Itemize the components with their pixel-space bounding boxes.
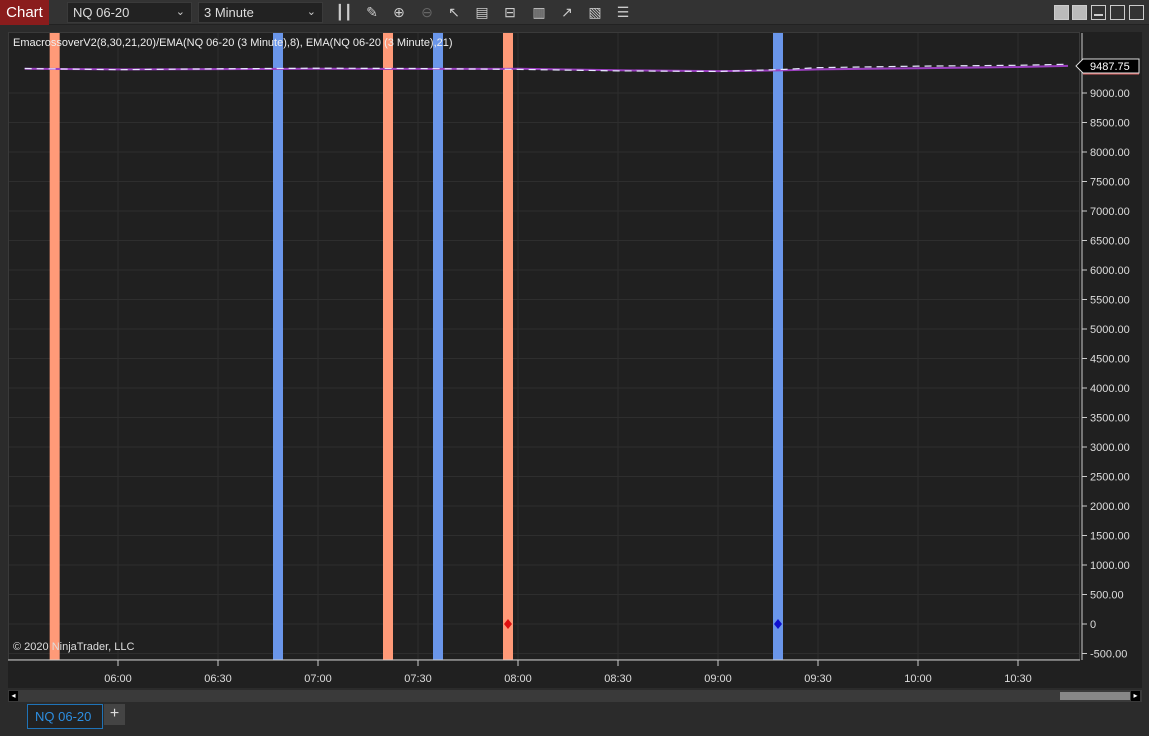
add-tab-button[interactable]: + [104, 704, 125, 725]
price-tick-label: 5000.00 [1090, 324, 1130, 336]
tile-icon[interactable] [1054, 5, 1069, 20]
signal-bar [49, 33, 60, 660]
interval-value: 3 Minute [204, 5, 254, 20]
minimize-icon[interactable] [1091, 5, 1106, 20]
time-tick-label: 06:00 [104, 673, 132, 685]
price-tick-label: 9000.00 [1090, 88, 1130, 100]
price-tick-label: 3000.00 [1090, 442, 1130, 454]
tab-nq-06-20[interactable]: NQ 06-20 [27, 704, 103, 729]
tile-icon[interactable] [1072, 5, 1087, 20]
time-axis[interactable] [8, 660, 1142, 688]
signal-bar [773, 33, 783, 660]
zoom-out-icon[interactable]: ⊖ [421, 4, 433, 20]
time-tick-label: 10:00 [904, 673, 932, 685]
signal-bar [273, 33, 283, 660]
chevron-down-icon: ⌄ [306, 6, 316, 18]
maximize-icon[interactable] [1110, 5, 1125, 20]
bar-type-icon[interactable]: ┃┃ [335, 4, 353, 20]
price-tick-label: 1000.00 [1090, 560, 1130, 572]
price-tick-label: 8000.00 [1090, 147, 1130, 159]
data-box-icon[interactable]: ▤ [475, 4, 489, 20]
pointer-icon[interactable]: ↖ [448, 4, 460, 20]
instrument-value: NQ 06-20 [73, 5, 130, 20]
signal-bar [503, 33, 513, 660]
pencil-draw-icon[interactable]: ✎ [366, 4, 378, 20]
price-tick-label: 500.00 [1090, 590, 1124, 602]
price-tick-label: 1500.00 [1090, 531, 1130, 543]
chart-menu-button[interactable]: Chart [0, 0, 49, 25]
time-tick-label: 09:30 [804, 673, 832, 685]
zoom-in-icon[interactable]: ⊕ [393, 4, 405, 20]
close-icon[interactable] [1129, 5, 1144, 20]
price-tick-label: 3500.00 [1090, 413, 1130, 425]
indicators-icon[interactable]: ▥ [532, 4, 546, 20]
price-tick-label: 6500.00 [1090, 236, 1130, 248]
time-tick-label: 06:30 [204, 673, 232, 685]
price-tick-label: 7500.00 [1090, 177, 1130, 189]
price-tick-label: 5500.00 [1090, 295, 1130, 307]
price-tick-label: 2500.00 [1090, 472, 1130, 484]
price-tick-label: 8500.00 [1090, 118, 1130, 130]
last-price-label: 9487.75 [1090, 61, 1130, 73]
scroll-right-icon[interactable]: ▸ [1131, 691, 1140, 701]
scrollbar-thumb[interactable] [1060, 692, 1130, 700]
list-icon[interactable]: ☰ [616, 4, 630, 20]
instrument-select[interactable]: NQ 06-20 ⌄ [67, 2, 192, 23]
copyright: © 2020 NinjaTrader, LLC [13, 641, 135, 653]
price-tick-label: 0 [1090, 619, 1096, 631]
time-tick-label: 10:30 [1004, 673, 1032, 685]
price-tick-label: 4500.00 [1090, 354, 1130, 366]
last-price-marker [1075, 58, 1140, 74]
interval-select[interactable]: 3 Minute ⌄ [198, 2, 323, 23]
time-tick-label: 07:00 [304, 673, 332, 685]
indicator-legend: EmacrossoverV2(8,30,21,20)/EMA(NQ 06-20 … [13, 37, 453, 49]
price-axis[interactable] [1080, 32, 1142, 660]
scroll-left-icon[interactable]: ◂ [9, 691, 18, 701]
time-tick-label: 09:00 [704, 673, 732, 685]
price-tick-label: 4000.00 [1090, 383, 1130, 395]
signal-diamond [504, 619, 512, 629]
properties-icon[interactable]: ⊟ [504, 4, 516, 20]
toolbar: Chart NQ 06-20 ⌄ 3 Minute ⌄ ┃┃ ✎ ⊕ ⊖ ↖ ▤ ⊟… [0, 0, 1149, 25]
price-tick-label: 6000.00 [1090, 265, 1130, 277]
price-tick-label: 2000.00 [1090, 501, 1130, 513]
signal-bar [383, 33, 393, 660]
chevron-down-icon: ⌄ [175, 6, 185, 18]
time-tick-label: 07:30 [404, 673, 432, 685]
price-tick-label: 7000.00 [1090, 206, 1130, 218]
horizontal-scrollbar[interactable]: ◂ ▸ [8, 690, 1142, 702]
chart-plot-area[interactable] [8, 32, 1080, 660]
signal-bar [433, 33, 443, 660]
price-line [24, 63, 1069, 73]
signal-diamond [774, 619, 782, 629]
time-tick-label: 08:00 [504, 673, 532, 685]
strategies-icon[interactable]: ↗ [561, 4, 573, 20]
chart-trader-icon[interactable]: ▧ [588, 4, 602, 20]
price-tick-label: -500.00 [1090, 649, 1127, 661]
time-tick-label: 08:30 [604, 673, 632, 685]
